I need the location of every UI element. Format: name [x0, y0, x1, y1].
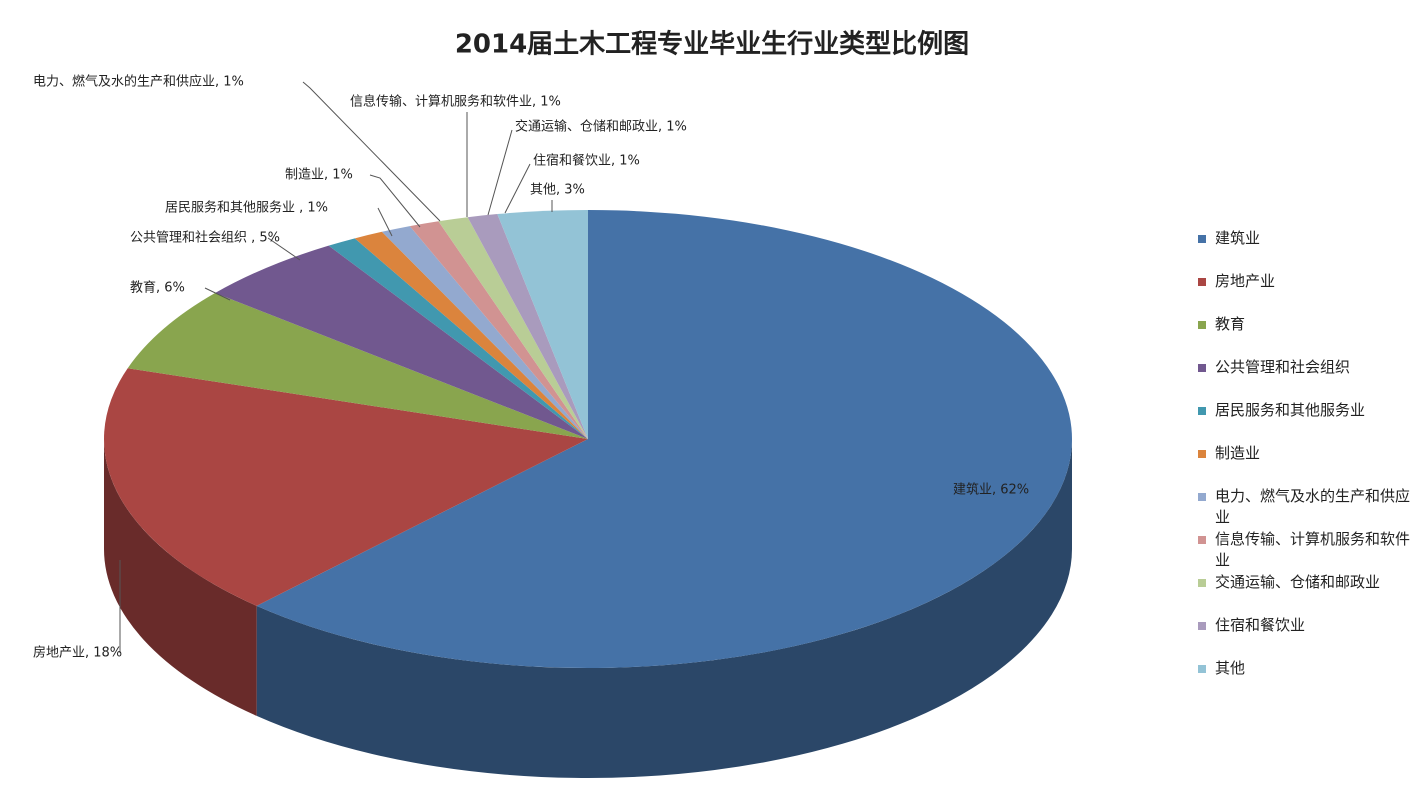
legend-swatch [1198, 579, 1206, 587]
slice [467, 214, 588, 439]
data-label: 住宿和餐饮业, 1% [533, 153, 640, 169]
chart-title: 2014届土木工程专业毕业生行业类型比例图 [455, 29, 969, 60]
slice [438, 217, 588, 439]
legend-swatch [1198, 278, 1206, 286]
slice [103, 368, 588, 606]
legend-item: 房地产业 [1198, 271, 1420, 292]
slice [215, 245, 588, 439]
legend-label: 教育 [1215, 315, 1246, 333]
legend-item: 公共管理和社会组织 [1198, 357, 1420, 378]
leader-line [487, 129, 513, 216]
data-label: 交通运输、仓储和邮政业, 1% [515, 119, 687, 135]
data-label: 教育, 6% [130, 280, 185, 296]
legend-item: 教育 [1198, 314, 1420, 335]
legend-label: 房地产业 [1215, 272, 1276, 290]
data-label: 房地产业, 18% [33, 645, 122, 661]
legend-item: 住宿和餐饮业 [1198, 615, 1420, 636]
slice-side [103, 439, 257, 716]
data-label: 公共管理和社会组织 , 5% [130, 230, 280, 246]
legend-swatch [1198, 665, 1206, 673]
slice [409, 221, 588, 439]
leader-line [377, 207, 393, 237]
legend-swatch [1198, 622, 1206, 630]
data-label: 制造业, 1% [285, 168, 353, 183]
legend-swatch [1198, 536, 1206, 544]
leader-line [504, 163, 531, 214]
legend-label: 信息传输、计算机服务和软件业 [1215, 530, 1411, 569]
legend-label: 居民服务和其他服务业 [1215, 401, 1366, 419]
data-label: 其他, 3% [530, 183, 585, 198]
legend-label: 住宿和餐饮业 [1215, 616, 1306, 634]
leader-line [204, 287, 231, 301]
legend-swatch [1198, 450, 1206, 458]
slice [328, 238, 588, 439]
legend-label: 建筑业 [1215, 229, 1261, 247]
slice-side [256, 439, 1072, 778]
legend-swatch [1198, 235, 1206, 243]
legend-swatch [1198, 321, 1206, 329]
data-label: 信息传输、计算机服务和软件业, 1% [350, 94, 561, 110]
legend-swatch [1198, 493, 1206, 501]
data-label: 电力、燃气及水的生产和供应业, 1% [33, 74, 244, 90]
legend-item: 电力、燃气及水的生产和供应业 [1198, 486, 1420, 528]
leader-line [267, 237, 301, 261]
legend-swatch [1198, 364, 1206, 372]
slice [127, 293, 588, 439]
legend-item: 制造业 [1198, 443, 1420, 464]
legend-item: 信息传输、计算机服务和软件业 [1198, 529, 1420, 571]
legend-item: 其他 [1198, 658, 1420, 679]
legend-label: 电力、燃气及水的生产和供应业 [1215, 487, 1411, 526]
slice [256, 210, 1072, 669]
leader-line [302, 81, 441, 222]
data-label: 建筑业, 62% [953, 482, 1029, 498]
legend-swatch [1198, 407, 1206, 415]
data-label: 居民服务和其他服务业 , 1% [165, 200, 328, 216]
legend-label: 公共管理和社会组织 [1215, 358, 1351, 376]
legend-item: 居民服务和其他服务业 [1198, 400, 1420, 421]
slice [354, 231, 588, 439]
slice [497, 210, 588, 439]
leader-line [369, 174, 421, 228]
legend-item: 建筑业 [1198, 228, 1420, 249]
legend-label: 制造业 [1215, 444, 1261, 462]
legend-label: 其他 [1215, 659, 1246, 677]
legend-item: 交通运输、仓储和邮政业 [1198, 572, 1420, 593]
slice [381, 226, 588, 439]
legend-label: 交通运输、仓储和邮政业 [1215, 573, 1381, 591]
